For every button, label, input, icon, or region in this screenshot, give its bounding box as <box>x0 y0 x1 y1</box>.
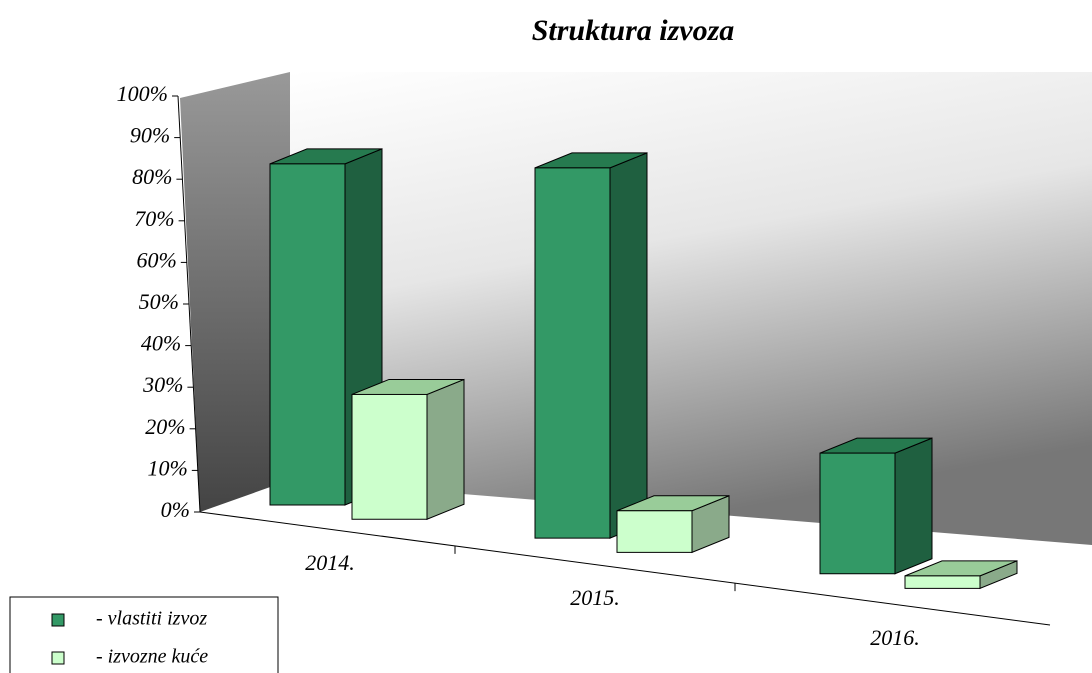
bar <box>904 575 981 589</box>
bar <box>819 452 896 575</box>
y-tick-label: 70% <box>134 206 174 231</box>
x-tick-label: 2015. <box>570 585 620 610</box>
y-tick-label: 100% <box>117 81 168 106</box>
x-tick-label: 2016. <box>870 625 920 650</box>
y-tick-label: 50% <box>139 289 179 314</box>
legend-swatch <box>51 613 65 627</box>
bar <box>269 163 346 506</box>
legend-label: - izvozne kuće <box>96 646 208 668</box>
y-tick-label: 60% <box>136 247 176 272</box>
legend-label: - vlastiti izvoz <box>96 608 207 630</box>
y-tick-label: 30% <box>142 372 183 397</box>
y-tick-label: 80% <box>132 164 172 189</box>
x-axis <box>199 511 1051 626</box>
y-tick-label: 40% <box>141 331 181 356</box>
side-wall <box>180 72 290 512</box>
y-tick-label: 20% <box>145 414 185 439</box>
bar-side <box>894 437 933 575</box>
bar-side <box>609 152 648 539</box>
chart-title: Struktura izvoza <box>532 14 735 47</box>
back-wall <box>290 72 1092 545</box>
y-tick-label: 90% <box>130 123 170 148</box>
bar <box>351 393 428 520</box>
legend-swatch <box>51 651 65 665</box>
y-tick-label: 10% <box>147 455 187 480</box>
bar-side <box>426 378 465 520</box>
y-tick-label: 0% <box>161 497 190 522</box>
x-tick-label: 2014. <box>305 550 355 575</box>
bar <box>534 167 611 539</box>
bar <box>616 510 693 553</box>
